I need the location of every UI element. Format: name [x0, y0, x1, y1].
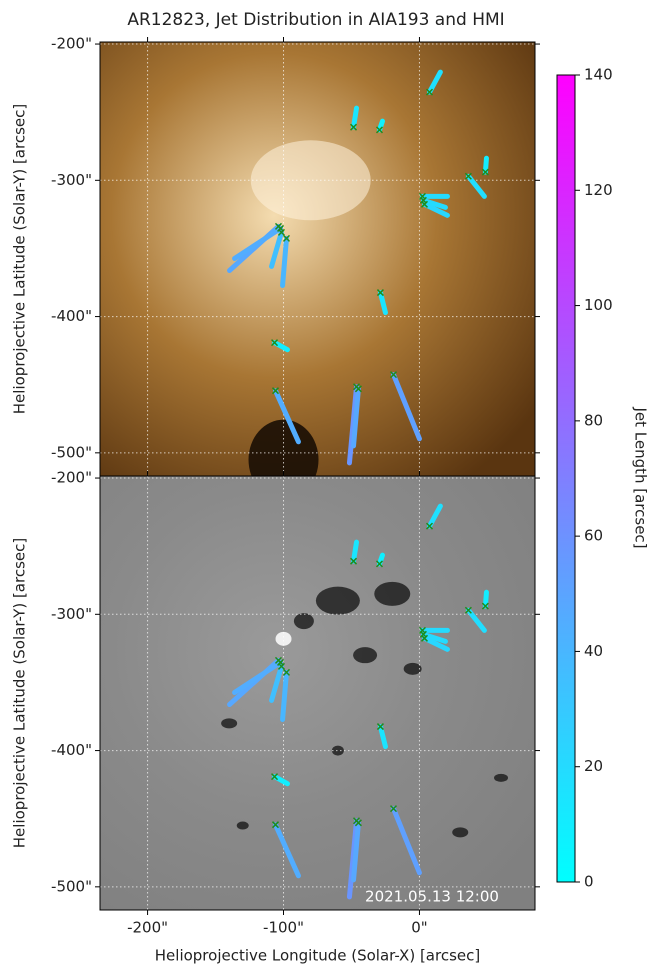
- jet-base-marker: [425, 88, 434, 96]
- magnetic-patch: [293, 613, 314, 630]
- jet: [377, 290, 388, 316]
- jet-base-marker: [375, 560, 384, 568]
- y-axis-label: Helioprojective Latitude (Solar-Y) [arcs…: [11, 104, 29, 414]
- x-tick-label: -200": [127, 919, 168, 937]
- jet: [421, 201, 450, 218]
- jet-base-marker: [271, 773, 279, 781]
- x-axis-label: Helioprojective Longitude (Solar-X) [arc…: [155, 947, 480, 965]
- magnetic-patch: [331, 745, 344, 756]
- jet-base-marker: [354, 385, 362, 393]
- magnetic-patch: [236, 821, 249, 830]
- jet: [421, 635, 450, 652]
- bright-core: [250, 140, 371, 221]
- jet: [465, 173, 487, 199]
- y-tick-label: -400": [51, 741, 92, 759]
- jet: [280, 669, 290, 723]
- x-tick-label: 0": [411, 919, 427, 937]
- magnetic-patch: [403, 662, 422, 675]
- jet: [351, 820, 361, 883]
- jet: [482, 589, 489, 609]
- jet-base-marker: [349, 557, 358, 565]
- colorbar-tick-label: 60: [584, 527, 603, 545]
- jet: [280, 235, 290, 289]
- jet: [272, 822, 301, 879]
- magnetic-patch: [374, 581, 411, 606]
- panel-frame: [99, 475, 536, 911]
- jet-base-marker: [271, 387, 280, 395]
- y-tick-label: -500": [51, 877, 92, 895]
- image-background: [100, 42, 535, 476]
- jet-base-marker: [349, 123, 358, 131]
- jet-base-marker: [376, 723, 384, 731]
- jet-base-marker: [464, 606, 472, 614]
- timestamp: 2021.05.13 12:00: [365, 888, 499, 906]
- x-tick-label: -100": [263, 919, 304, 937]
- colorbar-tick-label: 100: [584, 296, 613, 314]
- jet: [351, 105, 360, 130]
- jet: [465, 607, 487, 633]
- colorbar-tick-label: 120: [584, 181, 613, 199]
- jet-base-marker: [277, 228, 286, 236]
- colorbar: [556, 74, 576, 883]
- figure-title: AR12823, Jet Distribution in AIA193 and …: [127, 10, 504, 30]
- y-tick-label: -400": [51, 307, 92, 325]
- y-tick-label: -200": [51, 35, 92, 53]
- jet: [269, 229, 284, 269]
- jet: [390, 372, 422, 442]
- jet-base-marker: [282, 668, 291, 676]
- jet: [232, 225, 284, 262]
- jet-base-marker: [419, 630, 427, 638]
- jet: [427, 69, 443, 95]
- colorbar-tick-label: 140: [584, 66, 613, 84]
- jet: [482, 155, 489, 175]
- y-tick-label: -300": [51, 171, 92, 189]
- jet-base-marker: [464, 172, 472, 180]
- colorbar-tick-label: 20: [584, 757, 603, 775]
- jet-base-marker: [271, 339, 279, 347]
- jet-base-marker: [389, 371, 398, 379]
- colorbar-tick-label: 0: [584, 873, 594, 891]
- jet: [269, 663, 284, 703]
- jet: [351, 386, 361, 449]
- jet: [427, 503, 443, 529]
- jet-base-marker: [481, 602, 489, 610]
- jet-base-marker: [271, 821, 280, 829]
- y-tick-label: -300": [51, 605, 92, 623]
- y-axis-label: Helioprojective Latitude (Solar-Y) [arcs…: [11, 538, 29, 848]
- magnetic-patch: [315, 586, 360, 615]
- colorbar-tick-label: 80: [584, 411, 603, 429]
- jet-base-marker: [354, 819, 362, 827]
- magnetic-patch: [221, 718, 238, 729]
- jet-base-marker: [389, 805, 398, 813]
- jet: [351, 539, 360, 564]
- magnetic-patch: [275, 631, 292, 646]
- y-tick-label: -200": [51, 469, 92, 487]
- jet-base-marker: [282, 234, 291, 242]
- jet: [377, 724, 388, 750]
- jet-base-marker: [277, 662, 286, 670]
- magnetic-patch: [494, 773, 509, 782]
- jet-base-marker: [425, 522, 434, 530]
- jet: [272, 388, 301, 445]
- colorbar-tick-label: 40: [584, 642, 603, 660]
- jet-base-marker: [481, 168, 489, 176]
- magnetic-patch: [452, 827, 469, 838]
- jet: [232, 659, 284, 696]
- jet: [390, 806, 422, 876]
- y-tick-label: -500": [51, 443, 92, 461]
- jet-base-marker: [376, 289, 384, 297]
- magnetic-patch: [353, 647, 378, 664]
- jet-base-marker: [419, 196, 427, 204]
- colorbar-label: Jet Length [arcsec]: [632, 406, 650, 548]
- jet-base-marker: [375, 126, 384, 134]
- image-background: [100, 476, 535, 910]
